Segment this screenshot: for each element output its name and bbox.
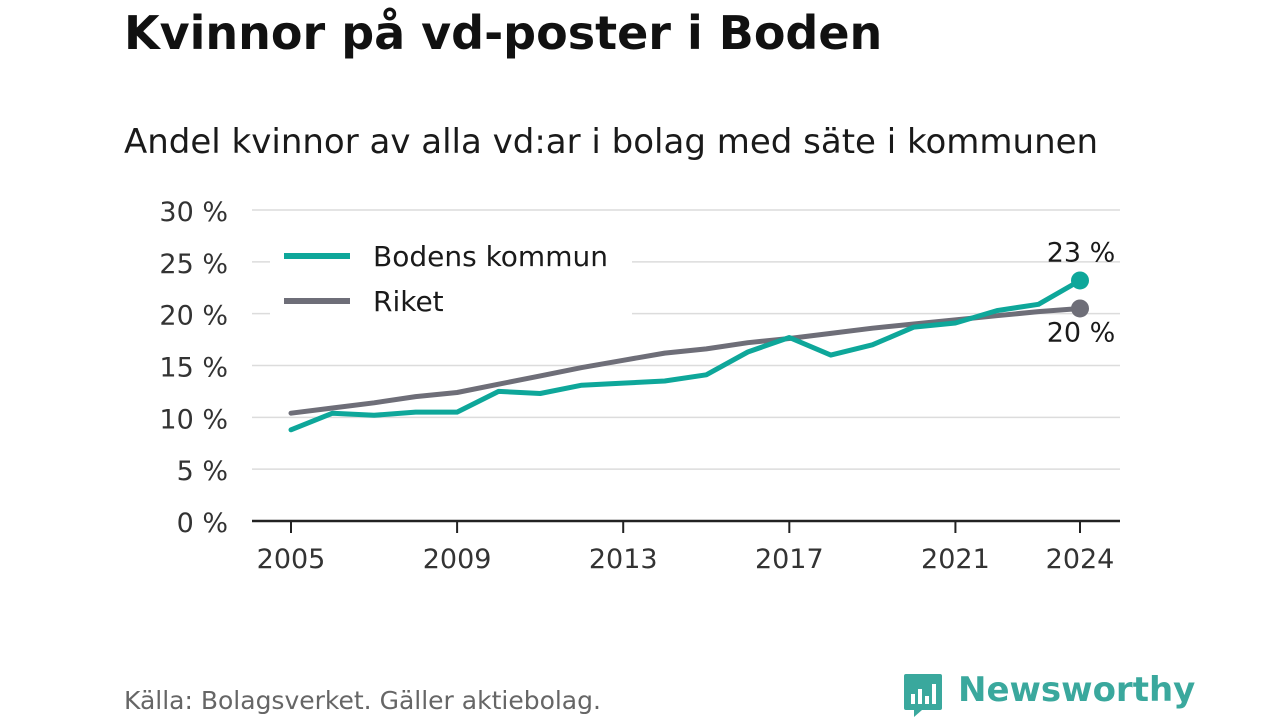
legend-box — [270, 228, 632, 320]
x-tick-label: 2021 — [921, 544, 990, 575]
legend-label: Riket — [373, 285, 444, 318]
brand-name: Newsworthy — [958, 670, 1196, 710]
y-tick-label: 15 % — [159, 353, 228, 384]
x-tick-label: 2009 — [423, 544, 492, 575]
data-labels: 23 % 20 % — [1047, 237, 1116, 348]
x-tick-label: 2017 — [755, 544, 824, 575]
data-label: 20 % — [1047, 317, 1116, 348]
series-end-point — [1071, 271, 1089, 290]
legend: Bodens kommun Riket — [270, 228, 632, 320]
series-line — [288, 278, 1083, 433]
chart-title: Kvinnor på vd-poster i Boden — [124, 6, 883, 60]
y-tick-label: 0 % — [177, 508, 228, 539]
bar-chart-speech-bubble-icon — [904, 674, 942, 717]
series-end-point — [1071, 299, 1089, 318]
x-tick-label: 2013 — [589, 544, 658, 575]
chart-subtitle: Andel kvinnor av alla vd:ar i bolag med … — [124, 122, 1099, 162]
y-tick-label: 30 % — [159, 197, 228, 228]
y-tick-label: 10 % — [159, 404, 228, 435]
data-label: 23 % — [1047, 237, 1116, 268]
series-lines — [288, 271, 1089, 433]
legend-label: Bodens kommun — [373, 240, 608, 273]
y-tick-label: 25 % — [159, 249, 228, 280]
y-tick-label: 5 % — [177, 456, 228, 487]
source-note: Källa: Bolagsverket. Gäller aktiebolag. — [124, 686, 601, 715]
y-tick-label: 20 % — [159, 301, 228, 332]
axes: 0 % 5 % 10 % 15 % 20 % 25 % 30 % 2005 2009 2013 20… — [159, 197, 1120, 575]
x-tick-label: 2024 — [1046, 544, 1115, 575]
x-tick-label: 2005 — [257, 544, 326, 575]
series-line — [288, 306, 1083, 416]
